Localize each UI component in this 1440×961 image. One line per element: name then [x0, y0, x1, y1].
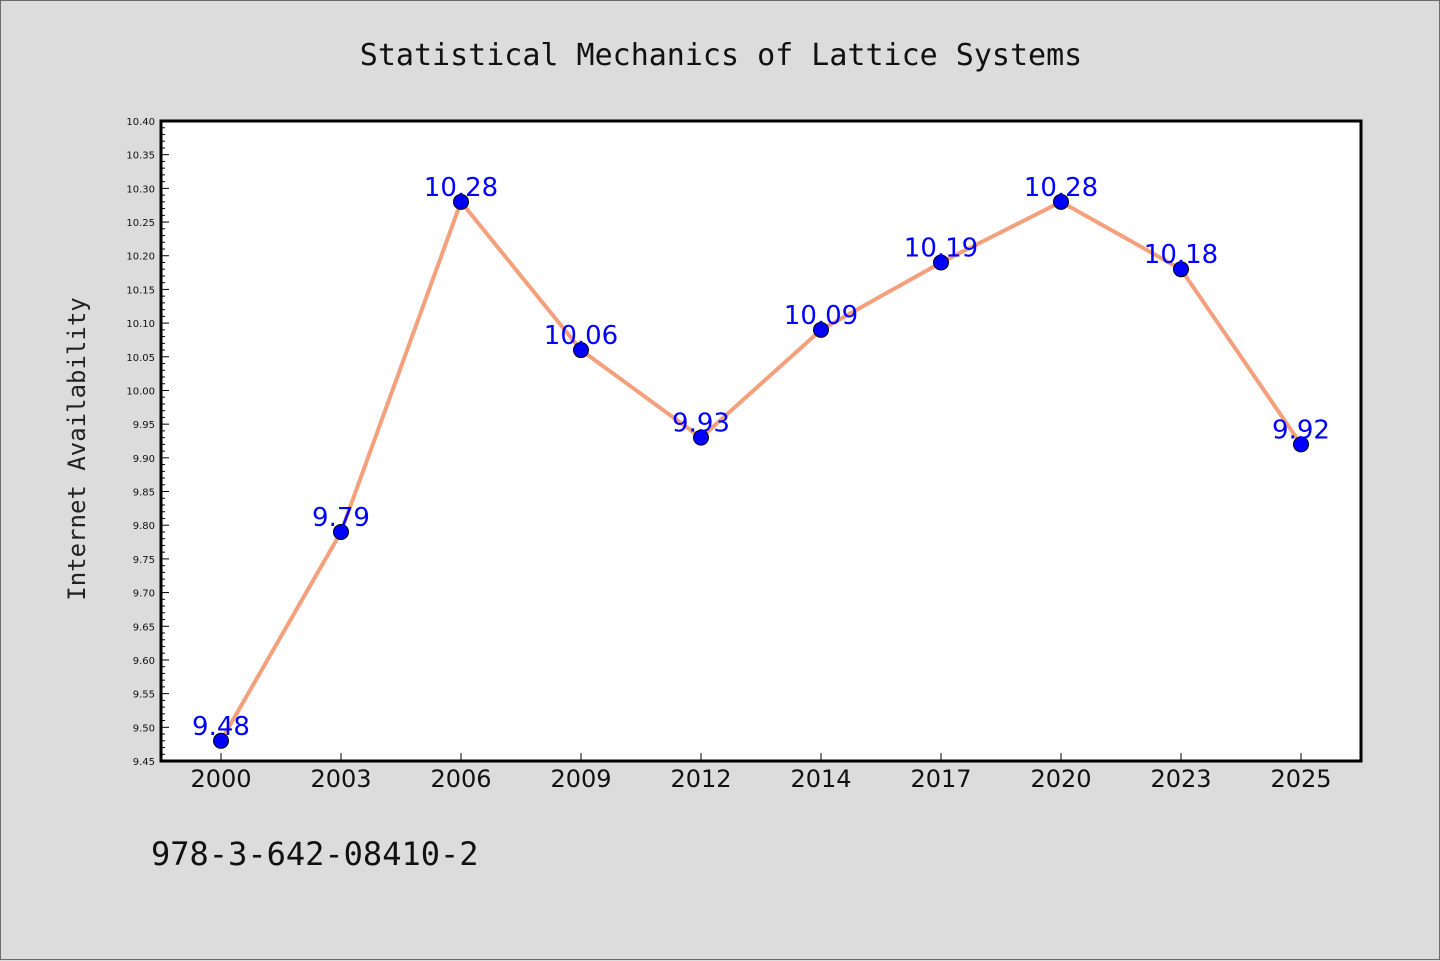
data-label: 9.79 — [312, 503, 370, 533]
data-point — [813, 321, 829, 338]
data-point — [1293, 436, 1309, 453]
y-tick-label: 9.70 — [133, 589, 155, 600]
y-tick-label: 10.30 — [126, 184, 155, 195]
data-point — [453, 193, 469, 210]
y-tick-label: 9.95 — [133, 420, 155, 431]
y-tick-label: 9.85 — [133, 488, 155, 499]
data-label: 9.93 — [672, 409, 730, 439]
y-tick-label: 9.45 — [133, 757, 155, 768]
y-tick-label: 9.50 — [133, 723, 155, 734]
series-line-group — [219, 199, 1303, 742]
data-point — [933, 254, 949, 271]
y-tick-label: 10.20 — [126, 252, 155, 263]
y-tick-label: 9.65 — [133, 622, 155, 633]
footnote-isbn: 978-3-642-08410-2 — [151, 835, 479, 873]
x-tick-label: 2017 — [910, 765, 971, 793]
series-markers — [213, 193, 1309, 749]
x-tick-label: 2014 — [790, 765, 851, 793]
x-tick-label: 2006 — [430, 765, 491, 793]
plot-border — [159, 119, 1363, 763]
x-tick-label: 2003 — [310, 765, 371, 793]
data-point — [573, 342, 589, 359]
x-tick-label: 2012 — [670, 765, 731, 793]
y-tick-label: 10.35 — [126, 151, 155, 162]
data-point — [1053, 193, 1069, 210]
x-axis: 2000 2003 2006 2009 2012 2014 2017 2020 2023 2025 — [190, 753, 1332, 793]
data-label: 10.06 — [544, 321, 618, 351]
data-label: 10.28 — [424, 173, 498, 203]
y-tick-label: 10.15 — [126, 285, 155, 296]
plot-area — [161, 121, 1361, 761]
x-tick-label: 2000 — [190, 765, 251, 793]
y-tick-label: 10.10 — [126, 319, 155, 330]
x-tick-label: 2020 — [1030, 765, 1091, 793]
chart-title: Statistical Mechanics of Lattice Systems — [360, 38, 1082, 73]
data-point — [213, 732, 229, 749]
data-label: 10.09 — [784, 301, 858, 331]
y-tick-label: 10.40 — [126, 117, 155, 128]
data-point — [693, 429, 709, 446]
y-tick-label: 10.05 — [126, 353, 155, 364]
data-label: 10.28 — [1024, 173, 1098, 203]
y-tick-label: 9.80 — [133, 521, 155, 532]
y-tick-label: 10.25 — [126, 218, 155, 229]
y-tick-label: 9.75 — [133, 555, 155, 566]
x-tick-label: 2009 — [550, 765, 611, 793]
data-point — [1173, 261, 1189, 278]
data-label: 10.19 — [904, 233, 978, 263]
y-tick-label: 9.60 — [133, 656, 155, 667]
data-point — [333, 523, 349, 540]
data-label: 9.48 — [192, 712, 250, 742]
x-tick-label: 2023 — [1150, 765, 1211, 793]
x-tick-label: 2025 — [1270, 765, 1331, 793]
series-line — [219, 199, 1303, 742]
y-tick-label: 9.90 — [133, 454, 155, 465]
y-tick-label: 10.00 — [126, 386, 155, 397]
y-tick-label: 9.55 — [133, 690, 155, 701]
data-labels: 9.48 9.79 10.28 10.06 9.93 10.09 10.19 10.28 10.… — [192, 173, 1330, 742]
y-axis-label: Internet Availability — [63, 297, 91, 600]
data-label: 10.18 — [1144, 240, 1218, 270]
data-label: 9.92 — [1272, 415, 1330, 445]
